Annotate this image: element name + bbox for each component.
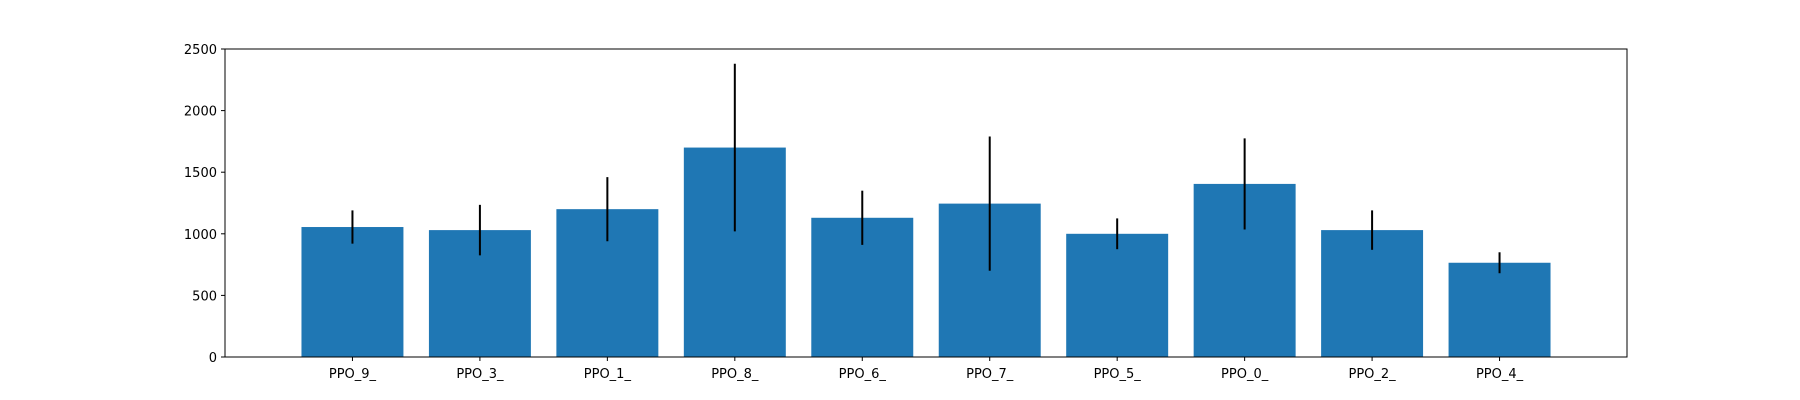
bar-PPO_4_	[1448, 262, 1551, 357]
x-tick-label: PPO_8_	[711, 367, 759, 382]
bar-PPO_2_	[1321, 230, 1424, 357]
x-axis: PPO_9_ PPO_3_ PPO_1_ PPO_8_ PPO_6_ PPO_7_ PPO_…	[329, 357, 1524, 382]
bar-PPO_9_	[301, 227, 404, 357]
x-tick-label: PPO_5_	[1094, 367, 1142, 382]
x-tick-label: PPO_3_	[456, 367, 504, 382]
x-tick-label: PPO_9_	[329, 367, 377, 382]
y-tick-label: 1000	[184, 228, 217, 243]
plot-frame	[224, 48, 1628, 358]
y-axis: 0 500 1000 1500 2000 2500	[184, 43, 225, 366]
x-tick-label: PPO_2_	[1348, 367, 1396, 382]
bars-layer	[301, 147, 1551, 357]
x-tick-label: PPO_0_	[1221, 367, 1269, 382]
x-tick-label: PPO_6_	[839, 367, 887, 382]
x-tick-label: PPO_7_	[966, 367, 1014, 382]
y-tick-label: 1500	[184, 166, 217, 181]
y-tick-label: 2000	[184, 105, 217, 120]
x-tick-label: PPO_4_	[1476, 367, 1524, 382]
y-tick-label: 0	[209, 351, 217, 366]
y-tick-label: 500	[192, 289, 217, 304]
x-tick-label: PPO_1_	[584, 367, 632, 382]
bar-PPO_5_	[1066, 233, 1169, 357]
y-tick-label: 2500	[184, 43, 217, 58]
error-bars-layer	[351, 63, 1501, 274]
